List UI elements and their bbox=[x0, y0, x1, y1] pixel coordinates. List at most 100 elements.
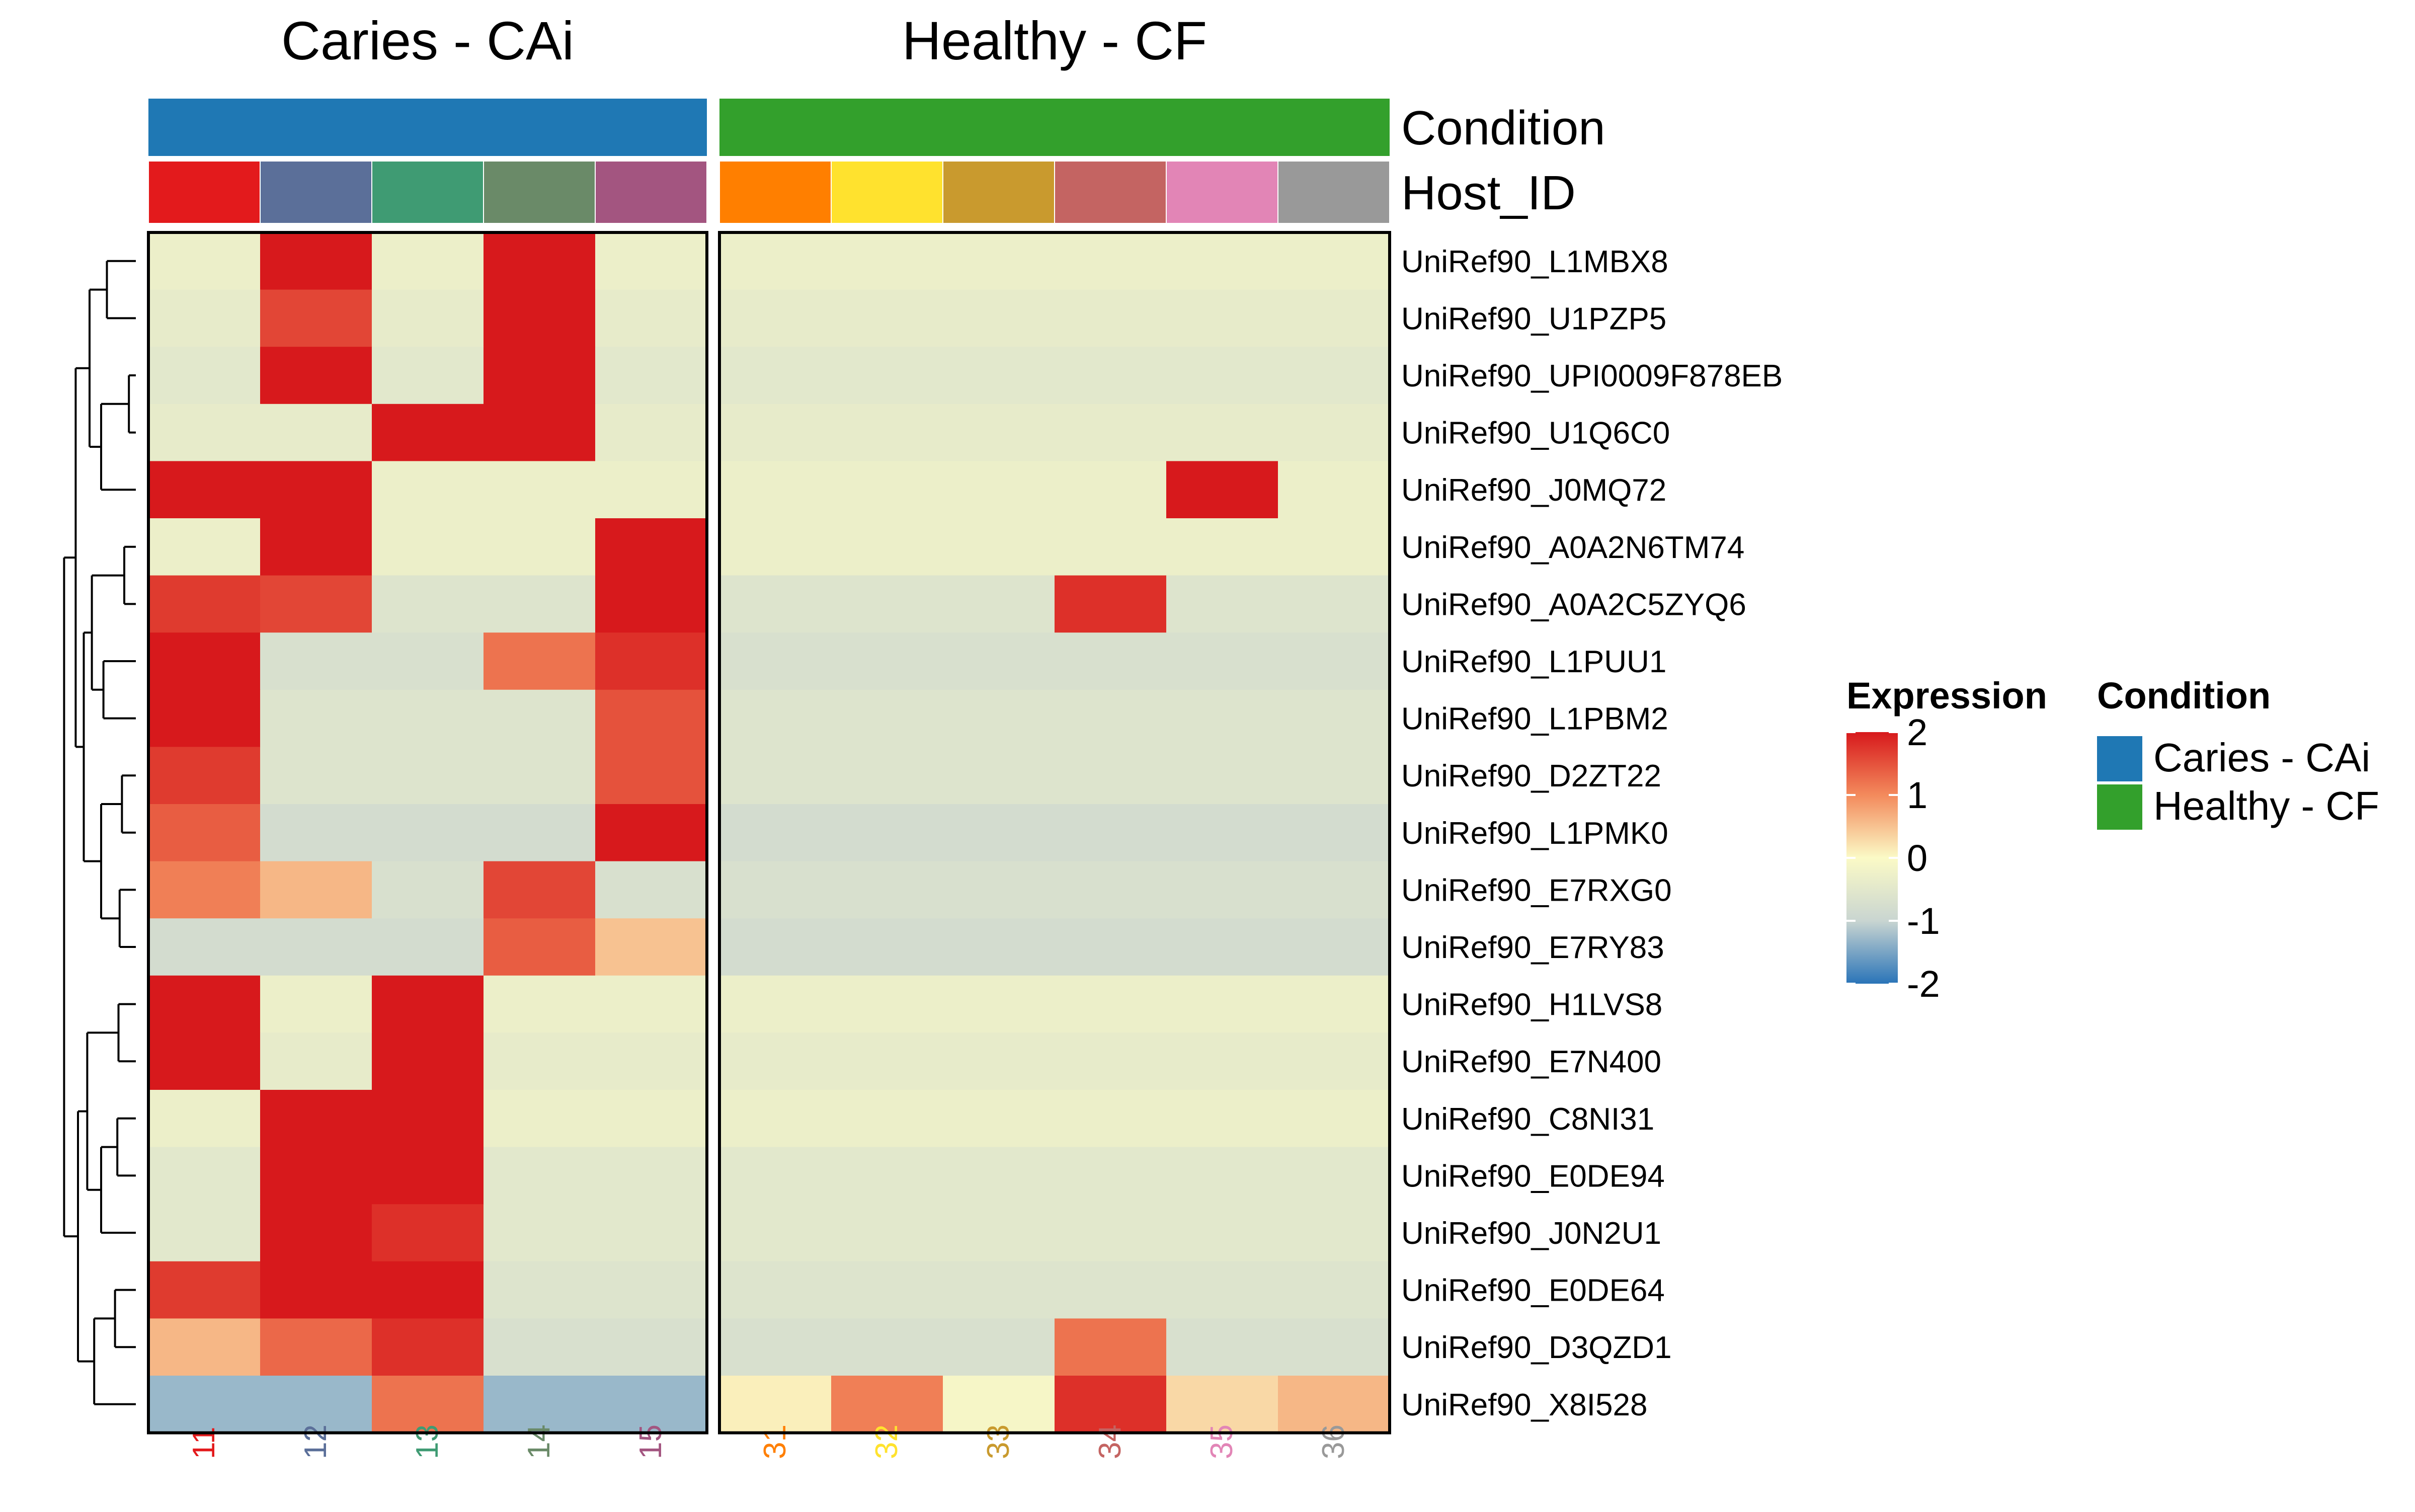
colorbar-tick-label: 2 bbox=[1907, 711, 1927, 753]
heatmap-cell bbox=[372, 347, 484, 405]
heatmap-cell bbox=[260, 1261, 372, 1319]
heatmap-cell bbox=[943, 804, 1055, 862]
heatmap-cell bbox=[943, 1032, 1055, 1090]
annotation-track-labels: Condition Host_ID bbox=[1401, 101, 1605, 220]
heatmap-cell bbox=[1278, 1204, 1390, 1262]
heatmap-cell bbox=[595, 632, 707, 690]
heatmap-cell bbox=[372, 461, 484, 519]
heatmap-cell bbox=[1166, 1090, 1278, 1148]
row-label: UniRef90_E0DE64 bbox=[1401, 1274, 1665, 1308]
heatmap-cell bbox=[484, 1090, 596, 1148]
row-label: UniRef90_UPI0009F878EB bbox=[1401, 359, 1783, 393]
column-label: 32 bbox=[869, 1424, 904, 1459]
heatmap-cell bbox=[1166, 461, 1278, 519]
heatmap-cell bbox=[260, 1204, 372, 1262]
heatmap-cell bbox=[260, 632, 372, 690]
expression-legend: Expression 2 1 0 -1 -2 bbox=[1846, 675, 2047, 1005]
column-label: 13 bbox=[410, 1424, 445, 1459]
heatmap-cell bbox=[1278, 804, 1390, 862]
heatmap-cell bbox=[148, 404, 261, 461]
row-label: UniRef90_D3QZD1 bbox=[1401, 1330, 1672, 1365]
row-label: UniRef90_L1PBM2 bbox=[1401, 702, 1668, 737]
heatmap-cell bbox=[943, 461, 1055, 519]
column-label: 14 bbox=[522, 1424, 556, 1459]
row-label: UniRef90_A0A2C5ZYQ6 bbox=[1401, 587, 1746, 622]
heatmap-cell bbox=[1278, 1090, 1390, 1148]
heatmap-cell bbox=[595, 1147, 707, 1205]
heatmap-cell bbox=[260, 1032, 372, 1090]
heatmap-cell bbox=[148, 747, 261, 805]
heatmap-cell bbox=[260, 518, 372, 576]
heatmap-cell bbox=[484, 1204, 596, 1262]
heatmap-cell bbox=[1166, 404, 1278, 461]
heatmap-cell bbox=[260, 747, 372, 805]
heatmap-cell bbox=[1055, 1147, 1167, 1205]
row-label: UniRef90_E7N400 bbox=[1401, 1045, 1661, 1079]
heatmap-cell bbox=[1278, 289, 1390, 347]
heatmap-cell bbox=[484, 747, 596, 805]
heatmap-cell bbox=[831, 918, 943, 976]
heatmap-cell bbox=[595, 1032, 707, 1090]
heatmap-cell bbox=[148, 1376, 261, 1434]
heatmap-cell bbox=[372, 632, 484, 690]
heatmap-cell bbox=[1055, 632, 1167, 690]
heatmap-cell bbox=[148, 461, 261, 519]
heatmap-cell bbox=[719, 1261, 832, 1319]
heatmap-cell bbox=[484, 461, 596, 519]
heatmap-cell bbox=[1055, 404, 1167, 461]
heatmap-cell bbox=[719, 918, 832, 976]
heatmap-cell bbox=[1166, 575, 1278, 633]
heatmap-cell bbox=[372, 689, 484, 747]
heatmap-cell bbox=[943, 1147, 1055, 1205]
expression-legend-title: Expression bbox=[1846, 675, 2047, 717]
heatmap-cell bbox=[831, 1261, 943, 1319]
heatmap-cell bbox=[719, 347, 832, 405]
condition-legend-label: Caries - CAi bbox=[2153, 735, 2370, 780]
heatmap-cell bbox=[484, 1147, 596, 1205]
heatmap-cell bbox=[260, 289, 372, 347]
heatmap-cell bbox=[943, 747, 1055, 805]
heatmap-cell bbox=[484, 1261, 596, 1319]
row-label: UniRef90_X8I528 bbox=[1401, 1388, 1647, 1422]
heatmap-cell bbox=[595, 861, 707, 919]
heatmap-cell bbox=[372, 1376, 484, 1434]
heatmap-cell bbox=[719, 1318, 832, 1376]
heatmap-cell bbox=[148, 518, 261, 576]
heatmap-cell bbox=[260, 575, 372, 633]
host-id-annotation-cell bbox=[719, 161, 832, 224]
heatmap-cell bbox=[260, 804, 372, 862]
heatmap-cell bbox=[484, 632, 596, 690]
condition-legend-swatch bbox=[2097, 736, 2142, 781]
heatmap-cell bbox=[943, 518, 1055, 576]
heatmap-cell bbox=[1055, 575, 1167, 633]
heatmap-cell bbox=[148, 575, 261, 633]
heatmap-cell bbox=[372, 404, 484, 461]
heatmap-cell bbox=[1055, 747, 1167, 805]
heatmap-cell bbox=[831, 1090, 943, 1148]
heatmap-cell bbox=[831, 347, 943, 405]
heatmap-cell bbox=[943, 1318, 1055, 1376]
heatmap-cell bbox=[719, 804, 832, 862]
heatmap-cell bbox=[1166, 747, 1278, 805]
colorbar-tick-label: 1 bbox=[1907, 774, 1927, 816]
heatmap-cell bbox=[1055, 1376, 1167, 1434]
heatmap-cell bbox=[1055, 804, 1167, 862]
heatmap-cell bbox=[1055, 861, 1167, 919]
heatmap-cell bbox=[595, 347, 707, 405]
heatmap-cell bbox=[1278, 461, 1390, 519]
heatmap-cell bbox=[1166, 289, 1278, 347]
heatmap-cell bbox=[148, 975, 261, 1033]
row-label: UniRef90_J0MQ72 bbox=[1401, 473, 1666, 508]
heatmap-cell bbox=[148, 632, 261, 690]
heatmap-cell bbox=[372, 289, 484, 347]
heatmap-cell bbox=[595, 575, 707, 633]
heatmap-cell bbox=[484, 289, 596, 347]
heatmap-cell bbox=[260, 1318, 372, 1376]
row-label: UniRef90_U1Q6C0 bbox=[1401, 416, 1670, 451]
heatmap-cell bbox=[943, 1376, 1055, 1434]
heatmap-cell bbox=[148, 1318, 261, 1376]
heatmap-cell bbox=[1166, 689, 1278, 747]
heatmap-cell bbox=[1055, 1090, 1167, 1148]
